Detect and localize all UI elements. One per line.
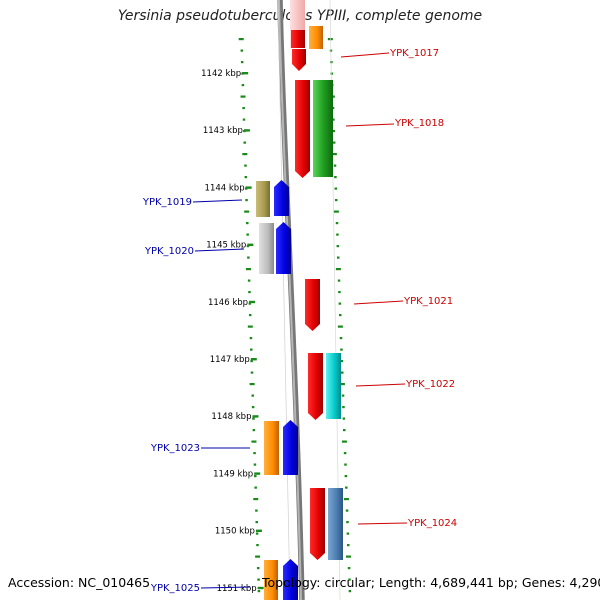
kbp-tick-label: 1145 kbp bbox=[206, 241, 246, 251]
gene-label: YPK_1018 bbox=[394, 118, 444, 129]
gene-leader-line bbox=[357, 522, 408, 525]
feature-olive bbox=[256, 181, 270, 217]
kbp-tick-label: 1147 kbp bbox=[210, 355, 250, 365]
kbp-tick-label: 1146 kbp bbox=[208, 298, 248, 308]
gene-label: YPK_1021 bbox=[403, 296, 453, 307]
feature-red-top bbox=[291, 30, 305, 48]
forward-strand-features bbox=[290, 0, 343, 560]
kbp-tick-mark bbox=[245, 186, 252, 189]
genome-summary-text: Topology: circular; Length: 4,689,441 bp… bbox=[262, 575, 600, 590]
gene-label: YPK_1025 bbox=[150, 583, 200, 594]
gene-leader-line bbox=[353, 300, 404, 305]
feature-arrow-1024 bbox=[310, 488, 325, 560]
kbp-tick-mark bbox=[257, 586, 264, 590]
gene-labels: YPK_1017 YPK_1018 YPK_1019 YPK_1020 YPK_1021… bbox=[142, 48, 457, 594]
feature-green bbox=[313, 80, 333, 177]
gene-label: YPK_1020 bbox=[144, 246, 194, 257]
gene-label: YPK_1023 bbox=[150, 443, 200, 454]
gene-leader-line bbox=[192, 199, 243, 203]
kbp-tick-mark bbox=[250, 358, 257, 361]
feature-arrow-1018 bbox=[295, 80, 310, 178]
gene-label: YPK_1022 bbox=[405, 379, 455, 390]
feature-arrow-1022 bbox=[308, 353, 323, 420]
feature-orange-1025 bbox=[264, 560, 278, 600]
kbp-tick-mark bbox=[243, 129, 250, 132]
kbp-tick-label: 1144 kbp bbox=[205, 183, 245, 193]
feature-orange-1023 bbox=[264, 421, 279, 475]
kbp-tick-label: 1149 kbp bbox=[213, 469, 253, 479]
gene-label: YPK_1019 bbox=[142, 197, 192, 208]
feature-cyan bbox=[326, 353, 341, 419]
kbp-tick-label: 1143 kbp bbox=[203, 126, 243, 136]
feature-arrow-1017 bbox=[292, 49, 306, 71]
left-tick-track bbox=[238, 38, 261, 593]
kbp-tick-mark bbox=[252, 415, 259, 418]
gene-leader-line bbox=[200, 586, 251, 589]
accession-text: Accession: NC_010465 bbox=[8, 575, 151, 590]
feature-orange-top bbox=[309, 26, 323, 49]
gene-leader-line bbox=[345, 123, 395, 127]
feature-arrow-1021 bbox=[305, 279, 320, 331]
feature-arrow-1020 bbox=[276, 222, 291, 274]
kbp-tick-label: 1150 kbp bbox=[215, 527, 255, 537]
feature-arrow-1025 bbox=[283, 559, 298, 600]
reverse-strand-features bbox=[256, 180, 298, 600]
kbp-scale: 1142 kbp 1143 kbp 1144 kbp 1145 kbp 1146 kbp… bbox=[201, 69, 264, 594]
gene-leader-line bbox=[194, 248, 245, 252]
gene-leader-line bbox=[340, 52, 390, 58]
kbp-tick-mark bbox=[255, 529, 262, 532]
kbp-tick-mark bbox=[247, 243, 254, 246]
gene-leader-line bbox=[355, 383, 406, 387]
kbp-tick-label: 1151 kbp bbox=[217, 584, 257, 594]
feature-steel bbox=[328, 488, 343, 560]
feature-arrow-1019 bbox=[274, 180, 289, 216]
kbp-tick-mark bbox=[254, 472, 261, 475]
kbp-tick-mark bbox=[242, 72, 249, 75]
feature-arrow-1023 bbox=[283, 420, 298, 475]
gene-label: YPK_1024 bbox=[407, 518, 457, 529]
kbp-tick-label: 1142 kbp bbox=[201, 69, 241, 79]
kbp-tick-mark bbox=[249, 300, 256, 304]
feature-gray bbox=[259, 223, 274, 274]
gene-label: YPK_1017 bbox=[389, 48, 439, 59]
kbp-tick-label: 1148 kbp bbox=[211, 412, 251, 422]
